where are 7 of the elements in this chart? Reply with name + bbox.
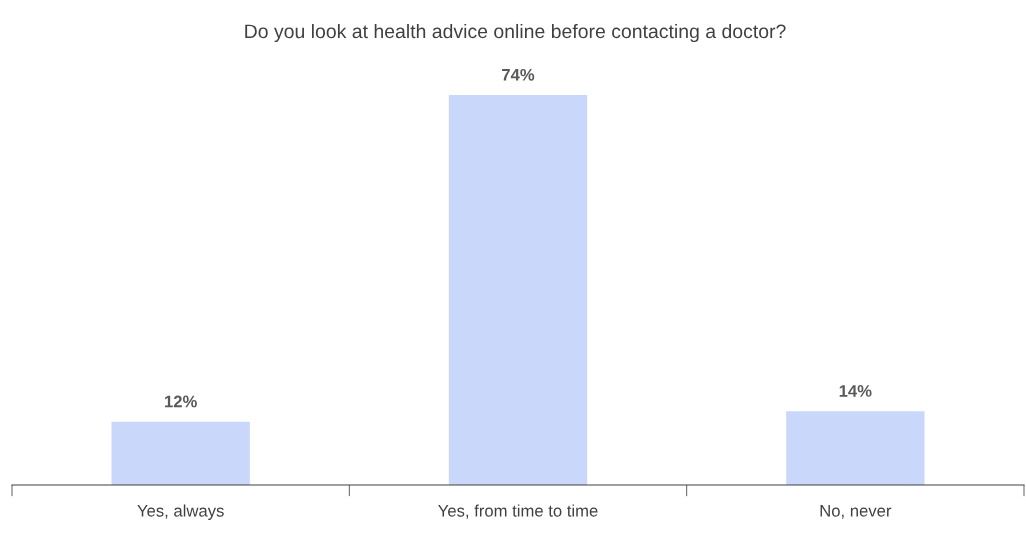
data-label: 14% xyxy=(839,385,872,397)
chart-title: Do you look at health advice online before contacting a doctor? xyxy=(245,23,786,43)
x-tick-label: Yes, from time to time xyxy=(438,504,598,519)
data-label: 74% xyxy=(502,68,535,81)
data-label: 12% xyxy=(165,395,197,408)
x-tick-label: Yes, always xyxy=(137,504,224,520)
x-tick-label: No, never xyxy=(820,505,892,519)
